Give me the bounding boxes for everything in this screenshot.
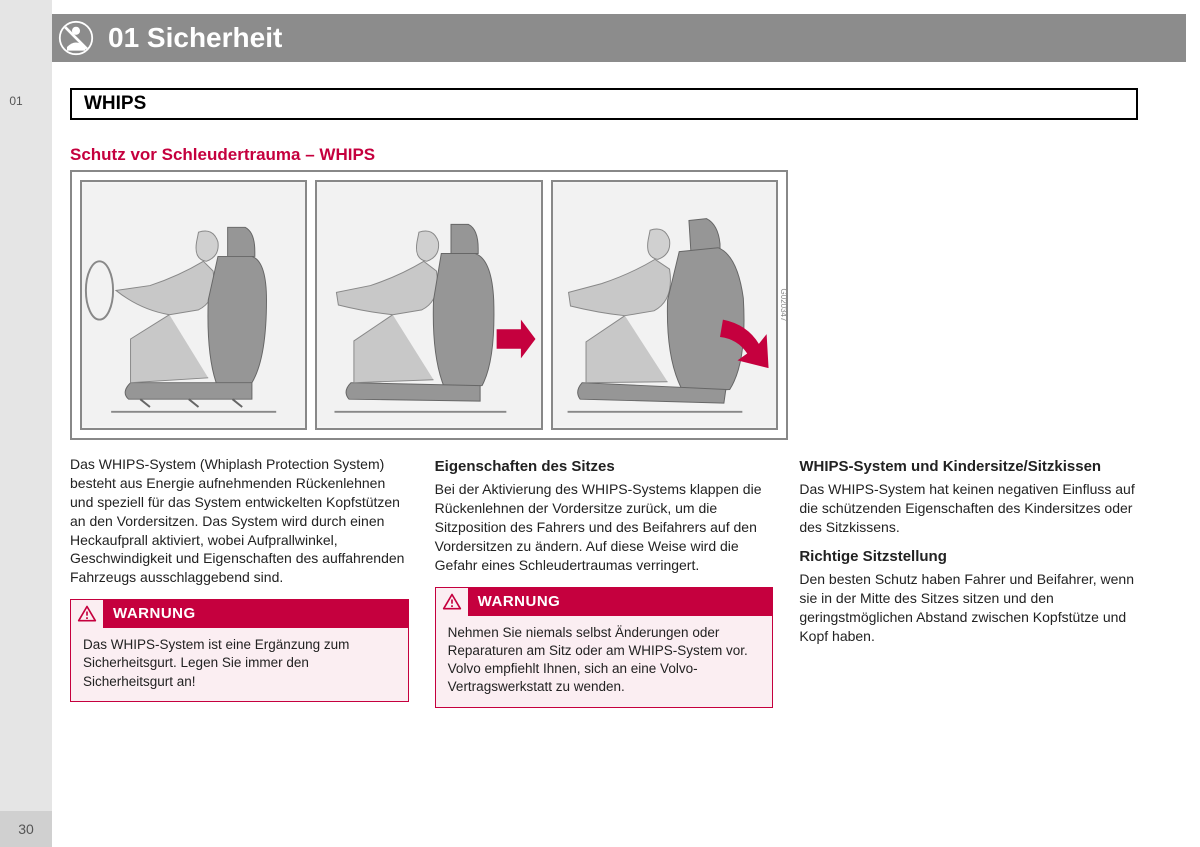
whips-diagram: G020347 bbox=[70, 170, 788, 440]
section-subtitle: Schutz vor Schleudertrauma – WHIPS bbox=[70, 145, 375, 165]
col3-paragraph-1: Das WHIPS-System hat keinen negativen Ei… bbox=[799, 480, 1138, 537]
col2-paragraph: Bei der Aktivierung des WHIPS-Systems kl… bbox=[435, 480, 774, 574]
col3-heading-2: Richtige Sitzstellung bbox=[799, 547, 1138, 567]
seatbelt-icon bbox=[52, 14, 100, 62]
warning-body: Das WHIPS-System ist eine Ergänzung zum … bbox=[71, 628, 408, 701]
chapter-header: 01 Sicherheit bbox=[52, 14, 1186, 62]
chapter-title: 01 Sicherheit bbox=[108, 22, 282, 54]
warning-header: WARNUNG bbox=[71, 600, 408, 628]
warning-header: WARNUNG bbox=[436, 588, 773, 616]
col3-paragraph-2: Den besten Schutz haben Fahrer und Beifa… bbox=[799, 570, 1138, 646]
left-sidebar: 01 30 bbox=[0, 0, 52, 847]
image-reference: G020347 bbox=[779, 289, 788, 322]
warning-box-1: WARNUNG Das WHIPS-System ist eine Ergänz… bbox=[70, 599, 409, 702]
content-columns: Das WHIPS-System (Whiplash Protection Sy… bbox=[70, 455, 1138, 708]
warning-icon bbox=[71, 600, 103, 628]
col2-heading: Eigenschaften des Sitzes bbox=[435, 457, 774, 477]
column-3: WHIPS-System und Kindersitze/Sitzkissen … bbox=[799, 455, 1138, 708]
section-heading: WHIPS bbox=[70, 88, 1138, 120]
column-1: Das WHIPS-System (Whiplash Protection Sy… bbox=[70, 455, 409, 708]
warning-label: WARNUNG bbox=[113, 604, 196, 624]
chapter-tab: 01 bbox=[0, 88, 32, 114]
col1-paragraph: Das WHIPS-System (Whiplash Protection Sy… bbox=[70, 455, 409, 587]
page-number: 30 bbox=[0, 811, 52, 847]
warning-icon bbox=[436, 588, 468, 616]
column-2: Eigenschaften des Sitzes Bei der Aktivie… bbox=[435, 455, 774, 708]
col3-heading-1: WHIPS-System und Kindersitze/Sitzkissen bbox=[799, 457, 1138, 477]
warning-label: WARNUNG bbox=[478, 592, 561, 612]
diagram-panel-1 bbox=[80, 180, 307, 430]
warning-box-2: WARNUNG Nehmen Sie niemals selbst Änderu… bbox=[435, 587, 774, 708]
diagram-panel-3 bbox=[551, 180, 778, 430]
warning-body: Nehmen Sie niemals selbst Änderungen ode… bbox=[436, 616, 773, 707]
diagram-panel-2 bbox=[315, 180, 542, 430]
